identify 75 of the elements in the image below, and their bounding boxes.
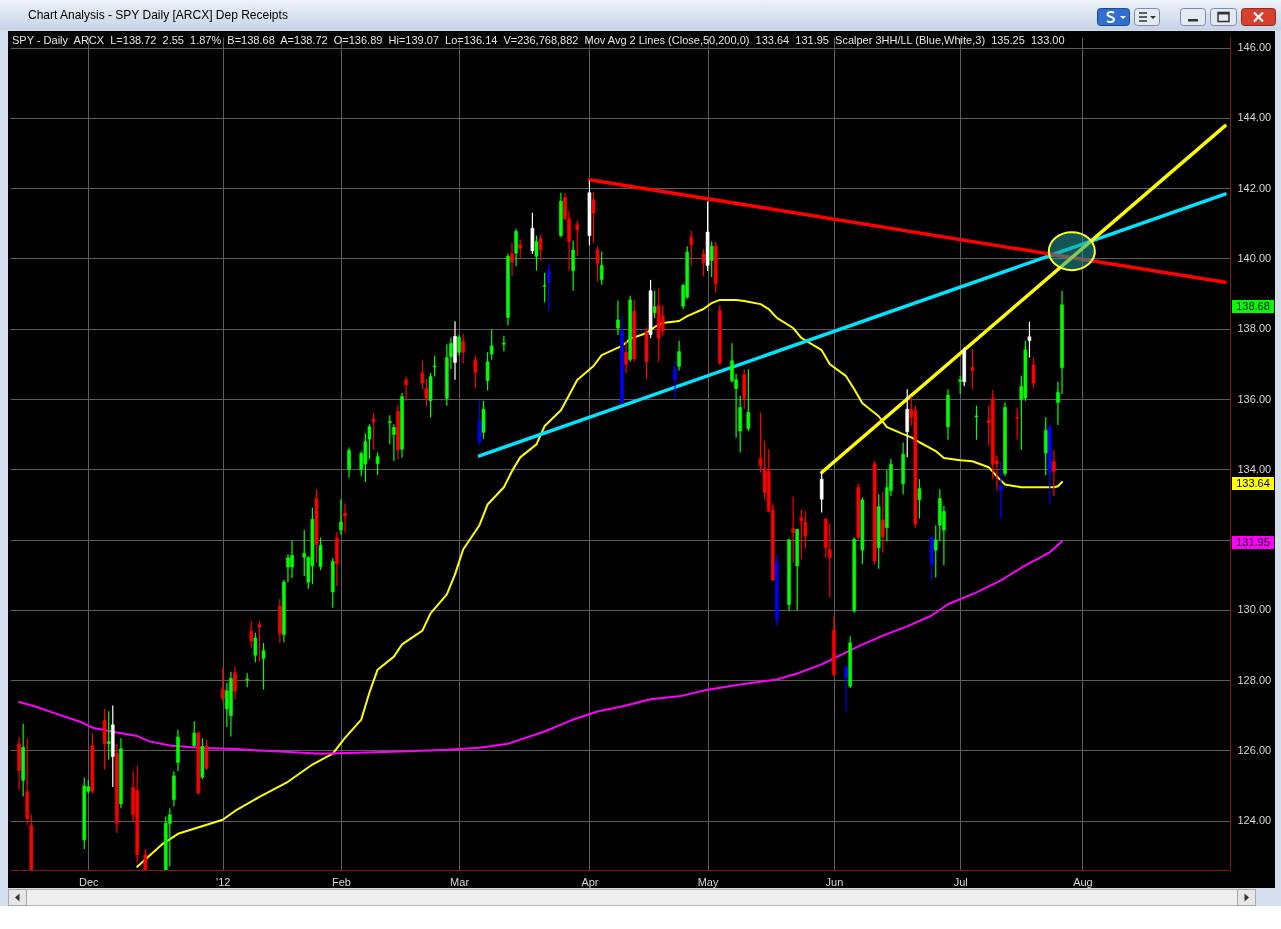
candlestick: [200, 737, 205, 780]
candlestick: [534, 234, 539, 272]
candlestick: [542, 272, 547, 303]
y-tick-label: 126.00: [1237, 744, 1272, 756]
candlestick: [860, 496, 865, 565]
y-tick-label: 128.00: [1237, 673, 1272, 686]
candlestick: [318, 536, 323, 571]
candlestick: [502, 335, 506, 353]
y-tick-label: 134.00: [1237, 462, 1272, 475]
candlestick: [595, 245, 600, 283]
candlestick: [530, 212, 535, 255]
candlestick: [648, 279, 653, 339]
candlestick: [917, 478, 922, 520]
candlestick: [1027, 321, 1032, 359]
candlestick: [958, 375, 962, 395]
candlestick: [518, 238, 522, 260]
x-tick-label: Aug: [1073, 875, 1093, 888]
candlestick: [970, 348, 975, 390]
x-tick-label: Jun: [825, 875, 844, 888]
chart-subtitle: SPY - Daily ARCX L=138.72 2.55 1.87% B=138.68 A=138.72 O=136.89 Hi=139.07 Lo=136.14 V=236,768,882 Mov Avg 2 Lines (Close,50,200,0) 133.64 131.95 Scalper 3HH/LL (Blue,White,3) 135.25 133.00: [12, 34, 1065, 46]
candlestick: [90, 732, 95, 795]
x-tick-label: Dec: [79, 875, 100, 888]
candlestick: [310, 507, 315, 585]
candlestick: [314, 488, 319, 564]
candlestick: [538, 234, 543, 262]
y-tick-label: 146.00: [1237, 41, 1272, 54]
candlestick: [828, 522, 832, 599]
candlestick: [371, 412, 376, 451]
candlestick: [705, 200, 710, 272]
x-tick-label: Mar: [450, 875, 470, 888]
candlestick: [485, 351, 490, 392]
candlestick: [799, 508, 804, 560]
candlestick: [481, 400, 486, 440]
candlestick: [220, 667, 225, 702]
candlestick: [143, 848, 148, 870]
text: 133.64: [1232, 476, 1274, 490]
candlestick: [1031, 356, 1036, 390]
candlestick: [253, 632, 258, 663]
candlestick: [473, 355, 478, 390]
candlestick: [701, 248, 706, 277]
x-tick-label: May: [697, 875, 719, 888]
y-tick-label: 130.00: [1237, 603, 1272, 616]
y-tick-label: 140.00: [1237, 251, 1272, 264]
candlestick: [1015, 406, 1020, 440]
line-series: [18, 540, 1064, 755]
candlestick: [102, 708, 107, 771]
y-tick-label: 136.00: [1237, 392, 1272, 405]
candlestick: [249, 620, 254, 649]
text: 138.68: [1232, 299, 1274, 313]
candlestick: [204, 739, 209, 771]
candlestick: [974, 405, 979, 441]
candlestick: [587, 179, 592, 247]
candlestick: [375, 451, 380, 476]
x-tick-label: Feb: [331, 875, 351, 888]
text: 131.95: [1232, 536, 1274, 550]
candlestick: [168, 807, 172, 868]
x-tick-label: '12: [216, 875, 231, 888]
candlestick: [872, 460, 877, 565]
candlestick: [489, 329, 494, 361]
candlestick: [106, 710, 111, 761]
candlestick: [257, 620, 262, 662]
candlestick: [261, 642, 266, 691]
candlestick: [644, 326, 649, 380]
candlestick: [575, 219, 580, 257]
chart-title: Chart Analysis - SPY Daily [ARCX] Dep Receipts: [28, 8, 288, 22]
y-tick-label: 142.00: [1237, 181, 1272, 194]
candlestick: [652, 290, 657, 319]
candlestick: [591, 191, 596, 244]
x-tick-label: Apr: [581, 875, 599, 888]
y-tick-label: 144.00: [1237, 111, 1272, 124]
x-tick-label: Jul: [953, 875, 968, 888]
candlestick: [477, 400, 482, 446]
y-tick-label: 138.00: [1237, 322, 1272, 335]
y-tick-label: 124.00: [1237, 814, 1272, 827]
candlestick: [388, 414, 392, 445]
